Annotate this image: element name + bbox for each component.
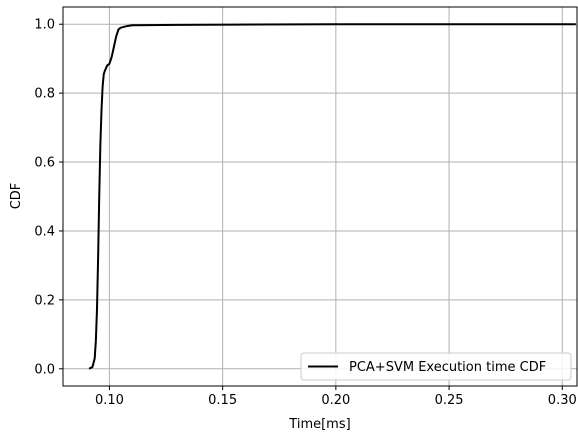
series-layer: [88, 23, 576, 370]
y-tick-label: 0.2: [34, 293, 55, 308]
x-tick-label: 0.30: [548, 393, 577, 408]
x-axis-label: Time[ms]: [288, 417, 350, 432]
y-tick-label: 0.8: [34, 87, 55, 102]
legend-label: PCA+SVM Execution time CDF: [349, 360, 546, 375]
y-tick-label: 0.6: [34, 156, 55, 171]
y-axis-label: CDF: [9, 183, 24, 210]
x-tick-label: 0.25: [435, 393, 464, 408]
legend-box: [300, 352, 572, 381]
y-axis-ticks: 0.0 0.2 0.4 0.6 0.8 1.0: [34, 18, 63, 377]
x-tick-label: 0.20: [321, 393, 350, 408]
plot-frame: [62, 6, 578, 387]
y-tick-label: 0.0: [34, 362, 55, 377]
y-tick-label: 1.0: [34, 18, 55, 33]
legend: PCA+SVM Execution time CDF: [300, 352, 572, 381]
cdf-series-line: [88, 23, 576, 370]
y-tick-label: 0.4: [34, 224, 55, 239]
x-axis-ticks: 0.10 0.15 0.20 0.25 0.30: [95, 386, 577, 408]
x-tick-label: 0.10: [95, 393, 124, 408]
x-tick-label: 0.15: [208, 393, 237, 408]
grid: [63, 7, 577, 386]
